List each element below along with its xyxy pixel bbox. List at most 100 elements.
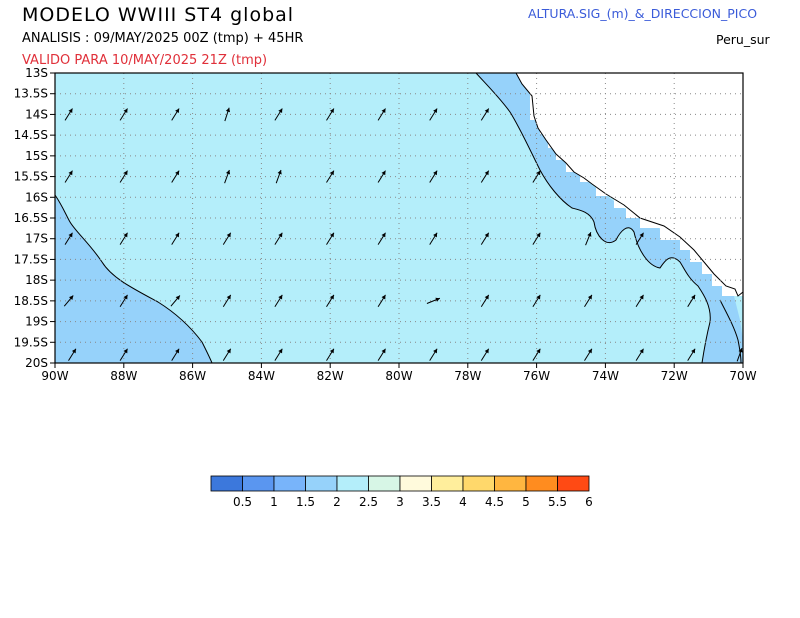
colorbar-label: 4.5	[485, 495, 504, 509]
direction-arrow	[222, 348, 232, 361]
lon-label: 70W	[729, 369, 756, 383]
direction-arrow	[63, 295, 74, 307]
direction-arrow	[584, 348, 593, 361]
direction-arrow	[426, 297, 441, 304]
colorbar-label: 0.5	[233, 495, 252, 509]
colorbar-swatch	[399, 475, 432, 492]
colorbar-swatch	[336, 475, 369, 492]
direction-arrow	[377, 348, 386, 361]
direction-arrow	[326, 108, 335, 121]
direction-arrow	[736, 347, 743, 362]
contour-line-inner	[719, 299, 742, 363]
colorbar: 0.5 1 1.5 2 2.5 3 3.5 4 4.5 5 5.5 6	[210, 475, 593, 509]
direction-arrow	[429, 232, 438, 245]
lon-label: 76W	[523, 369, 550, 383]
direction-arrow	[64, 108, 73, 121]
region-name: Peru_sur	[716, 32, 770, 47]
colorbar-label: 2	[333, 495, 341, 509]
direction-arrow	[429, 170, 438, 183]
direction-arrow	[326, 348, 335, 361]
direction-arrow	[171, 170, 180, 183]
direction-arrow	[480, 232, 490, 245]
lon-label: 86W	[179, 369, 206, 383]
direction-arrow	[274, 108, 283, 121]
lat-label: 16.5S	[14, 211, 48, 225]
direction-arrow	[64, 170, 73, 183]
direction-arrow	[275, 169, 282, 184]
peak-direction-arrows	[63, 107, 743, 362]
lat-label: 13S	[25, 66, 48, 80]
direction-arrow	[326, 294, 335, 308]
direction-arrow	[687, 348, 696, 361]
direction-arrow	[326, 232, 335, 245]
direction-arrow	[119, 348, 128, 361]
colorbar-label: 2.5	[359, 495, 378, 509]
colorbar-swatch	[462, 475, 495, 492]
direction-arrow	[274, 348, 283, 361]
direction-arrow	[171, 348, 180, 361]
lon-label: 90W	[41, 369, 68, 383]
product-name: ALTURA.SIG_(m)_&_DIRECCION_PICO	[528, 6, 758, 21]
direction-arrow	[68, 348, 77, 361]
direction-arrow	[480, 348, 490, 361]
lon-label: 82W	[317, 369, 344, 383]
valid-time: VALIDO PARA 10/MAY/2025 21Z (tmp)	[22, 53, 268, 68]
direction-arrow	[119, 294, 128, 308]
direction-arrow	[170, 295, 181, 307]
map-grid	[55, 73, 743, 363]
direction-arrow	[377, 170, 386, 183]
land-pixel-steps	[530, 73, 743, 296]
lon-label: 80W	[385, 369, 412, 383]
direction-arrow	[635, 294, 644, 308]
colorbar-label: 5.5	[548, 495, 567, 509]
direction-arrow	[119, 232, 128, 245]
direction-arrow	[377, 232, 386, 245]
direction-arrow	[429, 348, 438, 361]
lat-label: 17S	[25, 232, 48, 246]
direction-arrow	[480, 170, 490, 183]
direction-arrow	[635, 348, 644, 361]
direction-arrow	[222, 232, 232, 245]
direction-arrow	[224, 107, 231, 122]
colorbar-swatch	[525, 475, 558, 492]
axis-ticks	[50, 72, 744, 368]
axis-tick-labels: 90W 88W 86W 84W 82W 80W 78W 76W 74W 72W 70W 13S 13.5…	[14, 66, 757, 383]
lat-label: 14S	[25, 107, 48, 121]
colorbar-swatch	[431, 475, 464, 492]
colorbar-swatch	[368, 475, 401, 492]
direction-arrow	[171, 108, 180, 121]
colorbar-swatch	[273, 475, 306, 492]
contour-line-coast	[475, 73, 711, 363]
colorbar-swatch	[305, 475, 338, 492]
lon-label: 74W	[592, 369, 619, 383]
colorbar-label: 1.5	[296, 495, 315, 509]
direction-arrow	[377, 108, 386, 121]
colorbar-swatch	[557, 475, 590, 492]
direction-arrow	[119, 108, 128, 121]
colorbar-label: 6	[585, 495, 593, 509]
direction-arrow	[480, 108, 490, 121]
colorbar-label: 4	[459, 495, 467, 509]
lat-label: 20S	[25, 356, 48, 370]
lat-label: 18.5S	[14, 294, 48, 308]
direction-arrow	[274, 232, 283, 245]
lon-label: 84W	[248, 369, 275, 383]
direction-arrow	[635, 232, 644, 245]
colorbar-label: 3	[396, 495, 404, 509]
direction-arrow	[119, 170, 128, 183]
direction-arrow	[532, 348, 541, 361]
colorbar-swatch	[242, 475, 275, 492]
lon-label: 78W	[454, 369, 481, 383]
lat-label: 15S	[25, 149, 48, 163]
direction-arrow	[480, 294, 490, 308]
direction-arrow	[687, 294, 696, 308]
lat-label: 16S	[25, 190, 48, 204]
direction-arrow	[429, 108, 438, 121]
colorbar-swatch	[494, 475, 527, 492]
lat-label: 15.5S	[14, 170, 48, 184]
lon-label: 88W	[110, 369, 137, 383]
direction-arrow	[224, 169, 231, 184]
lat-label: 14.5S	[14, 128, 48, 142]
colorbar-swatch	[210, 475, 243, 492]
